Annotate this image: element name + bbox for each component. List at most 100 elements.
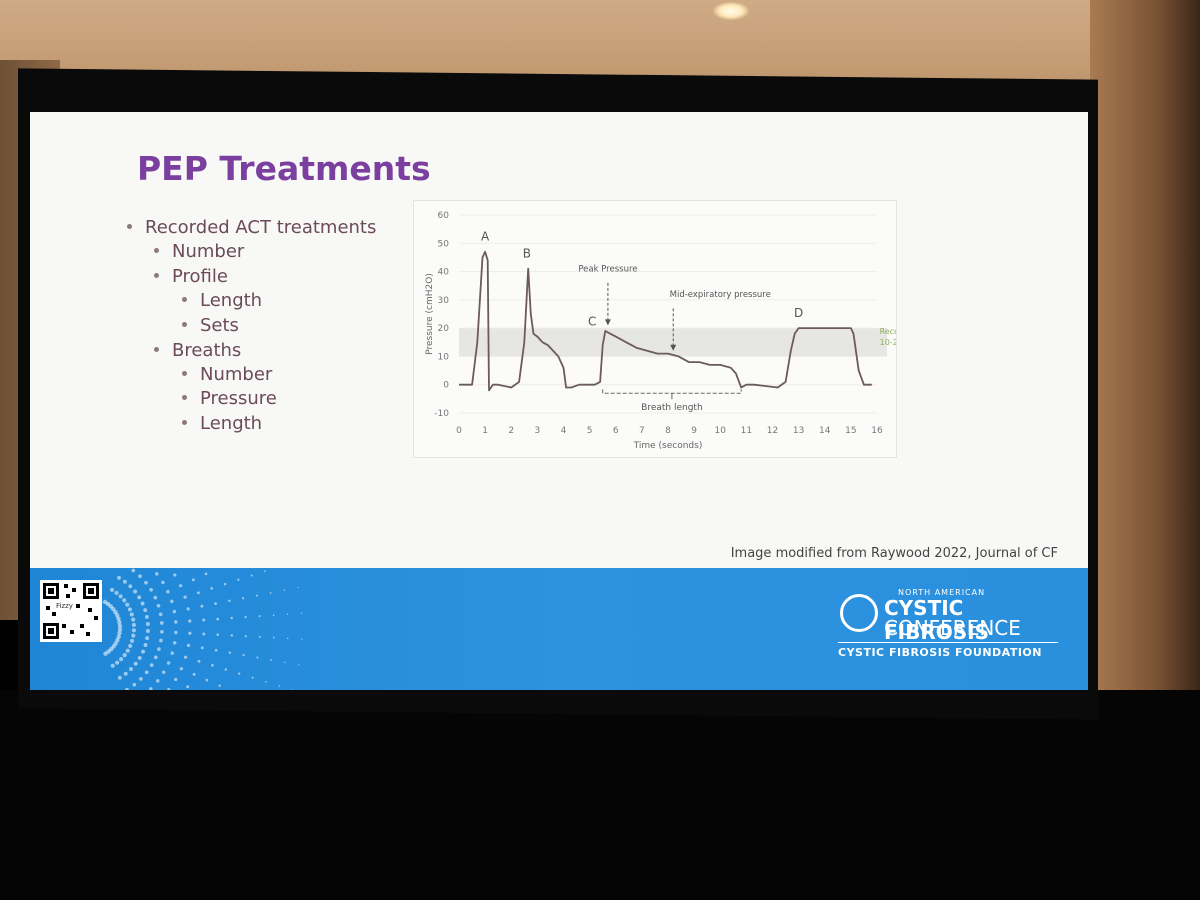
decor-dot	[119, 657, 124, 662]
decor-dot	[244, 635, 247, 638]
bullet-dot-icon	[182, 321, 187, 327]
decor-dot	[159, 621, 164, 625]
annotation-label: Mid-expiratory pressure	[670, 290, 771, 300]
decor-dot	[133, 661, 138, 666]
peak-pressure-arrow-head-icon	[604, 319, 611, 326]
dark-floor	[0, 690, 1200, 900]
decor-dot	[272, 636, 275, 639]
image-caption: Image modified from Raywood 2022, Journa…	[730, 546, 1058, 561]
decor-dot	[116, 634, 121, 639]
decor-dot	[117, 620, 122, 625]
decor-dot	[237, 578, 240, 581]
decor-dot	[300, 612, 303, 614]
decor-dot	[205, 678, 209, 682]
x-tick-label: 13	[793, 426, 804, 436]
decor-dot	[122, 653, 127, 658]
decor-dot	[188, 619, 192, 623]
decor-dot	[256, 656, 259, 659]
decor-dot	[115, 638, 120, 643]
cf-conference-logo: NORTH AMERICAN CYSTIC FIBROSIS CONFERENC…	[838, 584, 1068, 664]
decor-dot	[159, 638, 163, 643]
decor-dot	[301, 638, 303, 640]
decor-dot	[143, 608, 148, 613]
decor-dot	[129, 667, 133, 671]
decor-dot	[117, 627, 123, 632]
decor-dot	[155, 572, 159, 576]
decor-dot	[297, 586, 299, 589]
x-tick-label: 0	[456, 426, 462, 436]
annotation-label: Peak Pressure	[578, 265, 637, 275]
decor-dot	[298, 664, 300, 666]
pressure-chart: -10 0 10 20 30 40 50 60 0 1 2 3 4 5 6 7 8 9 10 11 12 13 14 15 16…	[413, 200, 897, 458]
decor-dot	[161, 670, 166, 675]
logo-region-text: NORTH AMERICAN	[898, 588, 986, 597]
decor-dot	[131, 617, 136, 622]
decor-dot	[141, 649, 145, 654]
decor-dot	[145, 622, 150, 626]
recommended-pressure-band	[459, 328, 887, 357]
decor-dot	[170, 651, 174, 655]
x-tick-label: 2	[508, 426, 514, 436]
decor-dot	[258, 635, 261, 638]
decor-dot	[188, 631, 192, 635]
decor-dot	[122, 579, 127, 584]
pressure-series-line	[459, 250, 872, 392]
decor-dot	[186, 643, 191, 647]
decor-dot	[122, 598, 127, 603]
decor-dot	[157, 647, 161, 651]
decor-dot	[284, 661, 286, 664]
logo-title-line1: CYSTIC FIBROSIS	[884, 596, 989, 644]
y-tick-label: 40	[438, 268, 450, 278]
bullet-dot-icon	[127, 223, 132, 229]
decor-dot	[117, 575, 121, 580]
decor-dot	[172, 641, 177, 645]
decor-dot	[115, 660, 120, 665]
decor-dot	[160, 629, 164, 634]
decor-dot	[241, 597, 245, 600]
x-tick-label: 7	[639, 426, 645, 436]
decor-dot	[153, 655, 158, 660]
x-tick-label: 9	[691, 426, 697, 436]
decor-dot	[264, 570, 266, 572]
decor-dot	[128, 643, 133, 648]
qr-code[interactable]	[40, 580, 102, 642]
decor-dot	[202, 618, 206, 622]
decor-dot	[269, 592, 272, 594]
decor-dot	[214, 648, 218, 652]
x-tick-label: 10	[715, 426, 727, 436]
decor-dot	[129, 612, 134, 617]
decor-dot	[109, 587, 115, 592]
decor-dot	[131, 622, 136, 627]
decor-dot	[149, 587, 153, 592]
curve-label: A	[481, 229, 490, 243]
logo-divider	[838, 642, 1058, 643]
decor-dot	[158, 612, 163, 617]
bullet-item: Length	[182, 290, 262, 311]
decor-dot	[140, 601, 145, 606]
bullet-item: Profile	[154, 266, 228, 287]
decor-dot	[144, 670, 149, 675]
decor-dot	[283, 589, 286, 591]
decor-dot	[113, 609, 118, 615]
decor-dot	[149, 687, 153, 690]
decor-dot	[286, 637, 289, 640]
bullet-item: Pressure	[182, 388, 277, 409]
y-tick-label: 10	[438, 352, 450, 362]
y-tick-label: 20	[438, 324, 450, 334]
qr-code-icon	[43, 583, 99, 639]
x-tick-label: 4	[561, 426, 567, 436]
decor-dot	[211, 664, 214, 667]
decor-dot	[137, 655, 142, 660]
decor-dot	[172, 609, 177, 614]
decor-dot	[156, 679, 160, 683]
y-tick-label: 0	[443, 381, 449, 391]
decor-dot	[132, 682, 137, 687]
y-tick-label: 60	[438, 211, 450, 221]
decor-dot	[133, 589, 138, 594]
decor-dot	[250, 574, 253, 577]
y-tick-label: -10	[434, 409, 449, 419]
decor-dot	[117, 675, 122, 680]
decor-dot	[166, 661, 171, 665]
